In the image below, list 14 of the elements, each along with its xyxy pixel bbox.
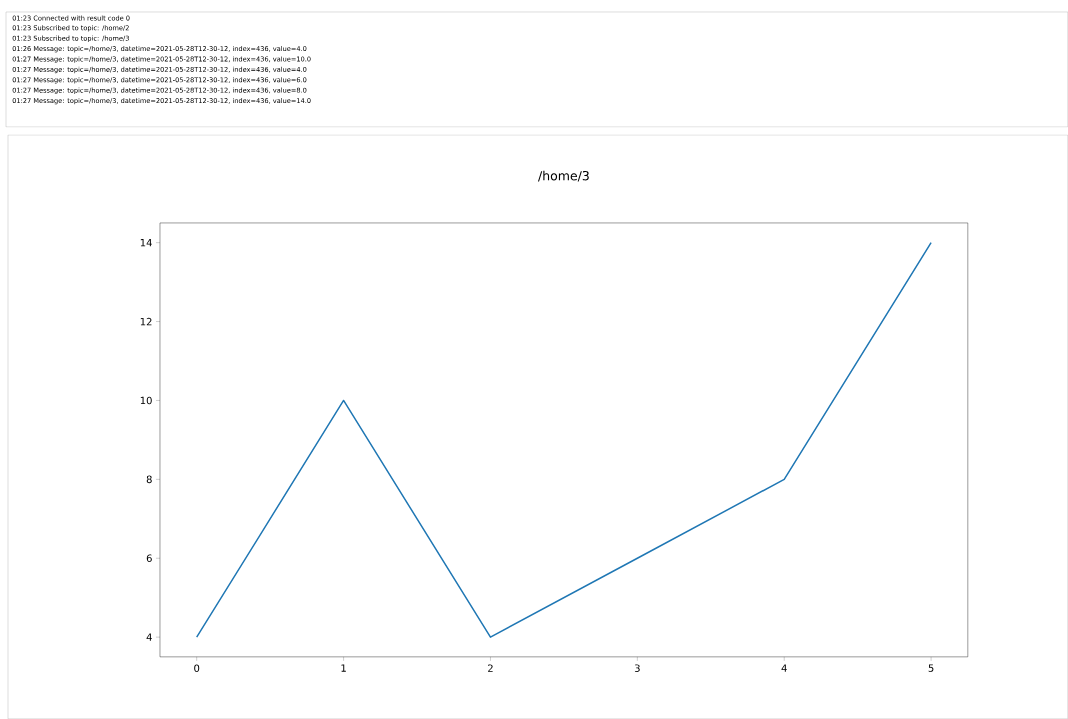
y-tick-label: 10 xyxy=(140,396,152,405)
y-tick-label: 8 xyxy=(146,475,152,484)
y-tick-label: 4 xyxy=(146,633,152,641)
x-tick-label: 3 xyxy=(634,664,640,672)
chart-title: /home/3 xyxy=(538,170,589,182)
x-tick-label: 2 xyxy=(488,664,493,672)
y-tick-label: 12 xyxy=(140,317,152,326)
x-tick-label: 4 xyxy=(781,664,787,672)
y-tick-label: 14 xyxy=(140,239,152,247)
line-series xyxy=(195,241,932,638)
x-tick-label: 5 xyxy=(928,664,934,672)
y-tick-label: 6 xyxy=(146,554,152,563)
x-tick-label: 1 xyxy=(341,664,346,672)
x-tick-label: 0 xyxy=(194,664,200,672)
